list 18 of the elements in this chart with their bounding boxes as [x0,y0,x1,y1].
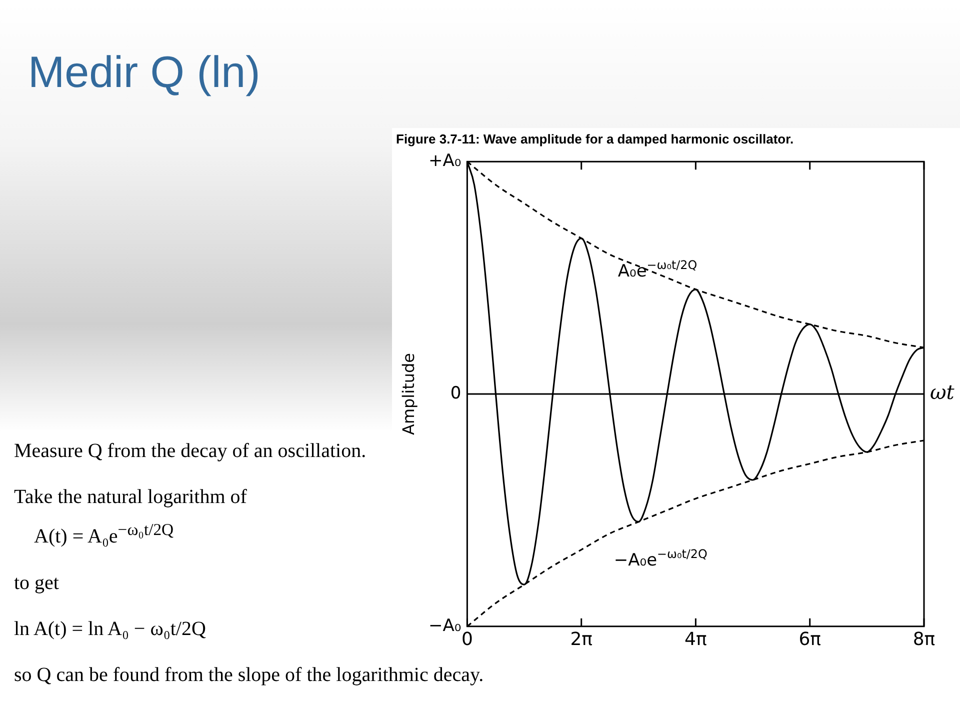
text: Measure Q from the decay of an oscillation. [14,440,368,463]
y-axis-title: Amplitude [398,353,418,435]
text: A(t) = A₀e$^{−ω₀t/2Q}$ [34,520,175,549]
text: ln A(t) = ln A₀ − ω₀t/2Q [14,618,207,641]
text: so Q can be found from the slope of the logarithmic decay. [14,664,484,687]
chart-title: Figure 3.7-11: Wave amplitude for a damped harmonic oscillator. [396,131,794,146]
x-tick-label: 2π [570,628,593,650]
text: +A₀ [428,151,462,172]
text: Take the natural logarithm of [14,486,248,509]
x-tick-label: 8π [912,628,936,650]
text: to get [14,572,60,595]
x-tick-label: 0 [461,628,473,650]
x-tick-label: 6π [798,628,822,650]
text: 0 [450,383,462,404]
text: Medir Q (ln) [28,48,260,98]
text: −A₀ [428,616,462,636]
x-tick-label: 4π [684,628,707,650]
x-axis-title: ωt [930,380,956,404]
